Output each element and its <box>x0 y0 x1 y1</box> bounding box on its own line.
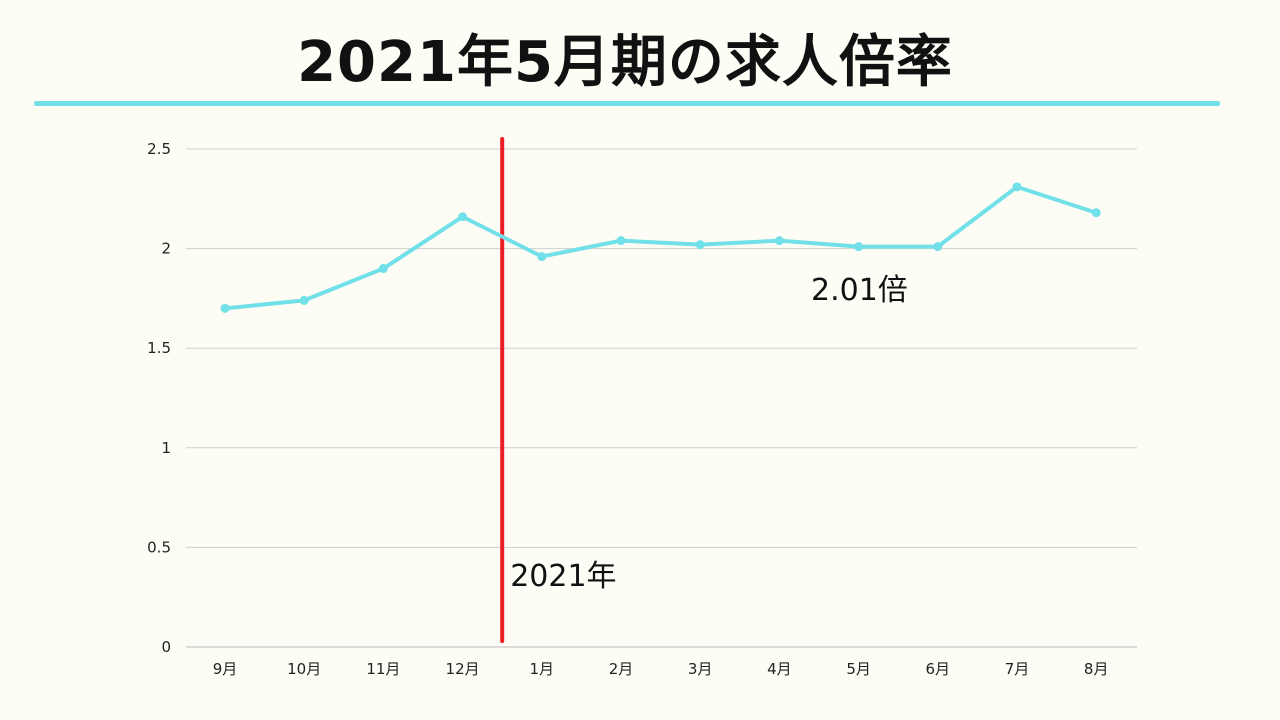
y-tick-label: 2.5 <box>147 140 171 158</box>
data-point <box>1012 182 1022 192</box>
data-point <box>1091 208 1101 218</box>
y-tick-label: 2 <box>161 240 171 258</box>
series-layer <box>220 182 1101 313</box>
y-tick-label: 1.5 <box>147 339 171 357</box>
x-tick-label: 6月 <box>926 660 951 678</box>
data-point <box>854 242 864 252</box>
data-point <box>220 303 230 313</box>
x-tick-label: 1月 <box>530 660 555 678</box>
x-tick-label: 8月 <box>1084 660 1109 678</box>
y-tick-label: 0.5 <box>147 538 171 556</box>
data-point <box>933 242 943 252</box>
data-point <box>378 264 388 274</box>
data-point <box>458 212 468 222</box>
x-tick-label: 2月 <box>609 660 634 678</box>
x-tick-label: 5月 <box>846 660 871 678</box>
x-tick-label: 10月 <box>287 660 321 678</box>
x-tick-label: 9月 <box>213 660 238 678</box>
title-underline <box>34 101 1220 106</box>
data-point <box>537 252 547 262</box>
chart-title: 2021年5月期の求人倍率 <box>297 30 953 95</box>
x-tick-label: 7月 <box>1005 660 1030 678</box>
x-tick-label: 12月 <box>446 660 480 678</box>
y-axis-ticks: 0 0.5 1 1.5 2 2.5 <box>147 140 171 656</box>
data-point <box>299 295 309 305</box>
x-tick-label: 4月 <box>767 660 792 678</box>
year-divider-label: 2021年 <box>510 559 616 594</box>
value-annotation: 2.01倍 <box>811 273 908 308</box>
data-point <box>774 236 784 246</box>
y-tick-label: 0 <box>161 638 171 656</box>
x-tick-label: 11月 <box>366 660 400 678</box>
x-axis-ticks: 9月 10月 11月 12月 1月 2月 3月 4月 5月 6月 7月 8月 <box>213 660 1109 678</box>
annotation-layer: 2021年 2.01倍 <box>510 273 908 594</box>
grid-layer <box>186 148 1137 648</box>
data-point <box>616 236 626 246</box>
x-tick-label: 3月 <box>688 660 713 678</box>
data-point <box>695 240 705 250</box>
y-tick-label: 1 <box>161 439 171 457</box>
series-line <box>223 184 1099 311</box>
